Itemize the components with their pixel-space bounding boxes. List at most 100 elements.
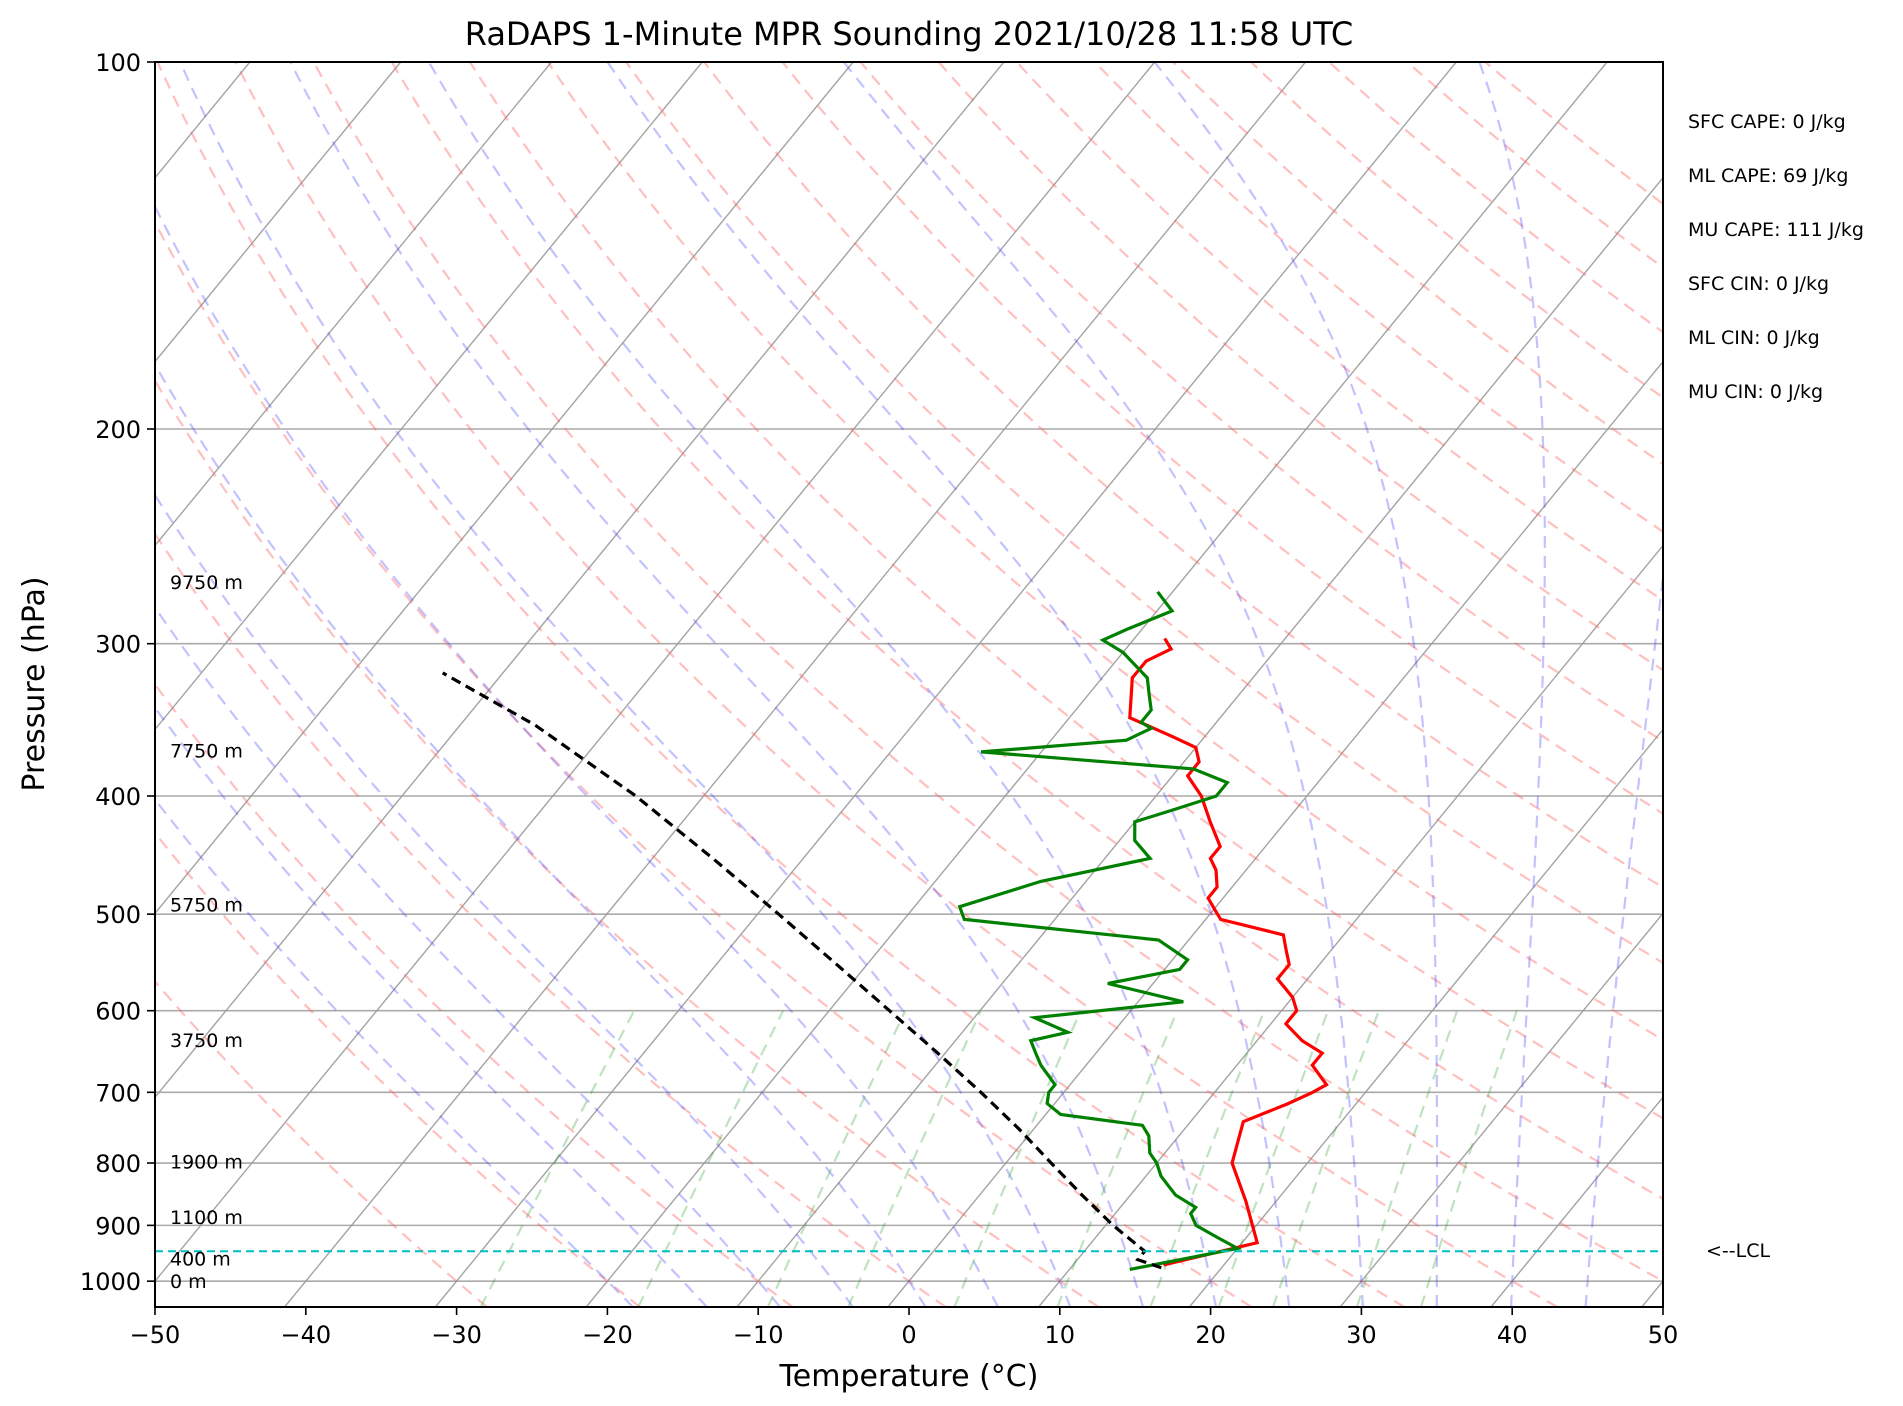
dry-adiabat-line	[155, 531, 947, 1307]
x-tick-label: 10	[1045, 1321, 1076, 1349]
dry-adiabat-line	[1172, 62, 1663, 466]
mixing-ratio-line	[847, 1010, 982, 1307]
isotherm-line	[736, 176, 1663, 1307]
mixing-ratio-line	[1419, 1010, 1518, 1307]
dry-adiabat-line	[781, 62, 1663, 815]
height-label: 1900 m	[170, 1152, 243, 1174]
moist-adiabat-line	[1478, 62, 1546, 1307]
moist-adiabat-line	[155, 705, 708, 1307]
series-layer	[441, 590, 1329, 1271]
mixing-ratio-line	[637, 1010, 785, 1307]
x-tick-label: −30	[431, 1321, 482, 1349]
height-label: 0 m	[170, 1271, 207, 1293]
dry-adiabat-line	[155, 220, 1253, 1307]
height-labels: 9750 m 7750 m 5750 m 3750 m 1900 m 1100 m 400 …	[170, 572, 243, 1293]
dry-adiabat-line	[468, 62, 1663, 1120]
isotherm-line	[1641, 1280, 1663, 1307]
grid-layer	[155, 62, 1903, 1307]
x-tick-label: −20	[582, 1321, 633, 1349]
dry-adiabat-line	[859, 62, 1663, 743]
moist-adiabat-line	[155, 362, 927, 1307]
info-mu-cape: MU CAPE: 111 J/kg	[1688, 219, 1864, 241]
moist-adiabat-line	[842, 62, 1364, 1307]
isotherm-line	[887, 360, 1663, 1307]
isotherm-line	[155, 62, 703, 731]
dry-adiabat-line	[1406, 62, 1663, 269]
moist-adiabat-line	[155, 605, 781, 1307]
dry-adiabat-line	[312, 62, 1663, 1283]
moist-adiabat-line	[155, 797, 634, 1307]
temperature-profile	[1128, 637, 1329, 1267]
mixing-ratio-line	[479, 1010, 636, 1307]
isotherm-line	[1188, 728, 1663, 1307]
parcel-info: SFC CAPE: 0 J/kg ML CAPE: 69 J/kg MU CAP…	[1688, 111, 1864, 403]
info-sfc-cin: SFC CIN: 0 J/kg	[1688, 273, 1829, 295]
dry-adiabat-line	[155, 979, 488, 1307]
moist-adiabat-lines	[155, 62, 1663, 1307]
moist-adiabat-line	[1584, 567, 1663, 1307]
height-label: 1100 m	[170, 1207, 243, 1229]
y-tick-label: 800	[95, 1150, 141, 1178]
lcl-label: <--LCL	[1706, 1240, 1770, 1262]
info-mu-cin: MU CIN: 0 J/kg	[1688, 381, 1823, 403]
mixing-ratio-line	[1355, 1010, 1459, 1307]
isotherm-line	[1339, 912, 1663, 1307]
height-label: 400 m	[170, 1248, 231, 1270]
mixing-ratio-line	[1056, 1010, 1179, 1307]
moist-adiabat-line	[179, 62, 1072, 1307]
x-tick-label: 30	[1346, 1321, 1377, 1349]
dry-adiabat-line	[1015, 62, 1663, 602]
height-label: 3750 m	[170, 1030, 243, 1052]
x-tick-label: 50	[1648, 1321, 1679, 1349]
dry-adiabat-line	[1484, 62, 1663, 206]
isotherm-line	[434, 62, 1457, 1307]
x-tick-label: 0	[901, 1321, 916, 1349]
dewpoint-profile	[957, 590, 1243, 1271]
moist-adiabat-line	[606, 62, 1291, 1307]
dry-adiabat-line	[156, 62, 1405, 1307]
isotherm-line	[1490, 1096, 1663, 1307]
dry-adiabat-line	[1250, 62, 1663, 399]
y-tick-label: 1000	[80, 1268, 141, 1296]
moist-adiabat-line	[155, 493, 854, 1307]
info-ml-cape: ML CAPE: 69 J/kg	[1688, 165, 1848, 187]
x-tick-label: 20	[1195, 1321, 1226, 1349]
isotherm-line	[1793, 62, 1903, 1307]
dry-adiabat-line	[703, 62, 1663, 889]
dry-adiabat-line	[1328, 62, 1663, 334]
x-tick-label: −40	[280, 1321, 331, 1349]
dry-adiabat-line	[937, 62, 1663, 672]
parcel-profile	[441, 671, 1162, 1270]
height-label: 7750 m	[170, 740, 243, 762]
y-tick-label: 200	[95, 416, 141, 444]
height-label: 9750 m	[170, 572, 243, 594]
x-axis-ticks: −50 −40 −30 −20 −10 0 10 20 30 40 50	[130, 1307, 1679, 1349]
isotherm-line	[585, 62, 1608, 1307]
dry-adiabat-lines	[155, 62, 1663, 1307]
dry-adiabat-line	[390, 62, 1663, 1201]
isotherm-line	[155, 62, 854, 915]
dry-adiabat-line	[234, 62, 1558, 1307]
isotherm-line	[155, 62, 1005, 1099]
mixing-ratio-line	[953, 1010, 1082, 1307]
x-tick-label: −10	[733, 1321, 784, 1349]
y-tick-label: 600	[95, 998, 141, 1026]
height-label: 5750 m	[170, 895, 243, 917]
isotherm-line	[155, 62, 553, 547]
y-axis-ticks: 100 200 300 400 500 600 700 800 900 1000	[80, 49, 155, 1296]
chart-title: RaDAPS 1-Minute MPR Sounding 2021/10/28 …	[465, 15, 1353, 53]
dry-adiabat-line	[547, 62, 1663, 1042]
dry-adiabat-line	[155, 831, 641, 1307]
mixing-ratio-lines	[479, 1010, 1518, 1307]
x-axis-label: Temperature (°C)	[779, 1359, 1039, 1394]
isotherm-line	[155, 62, 1156, 1283]
isotherm-line	[284, 62, 1307, 1307]
y-axis-label: Pressure (hPa)	[17, 576, 52, 791]
y-tick-label: 400	[95, 783, 141, 811]
x-tick-label: 40	[1497, 1321, 1528, 1349]
dry-adiabat-line	[155, 682, 794, 1307]
moist-adiabat-line	[1153, 62, 1439, 1307]
dry-adiabat-line	[1094, 62, 1663, 533]
mixing-ratio-line	[766, 1010, 907, 1307]
